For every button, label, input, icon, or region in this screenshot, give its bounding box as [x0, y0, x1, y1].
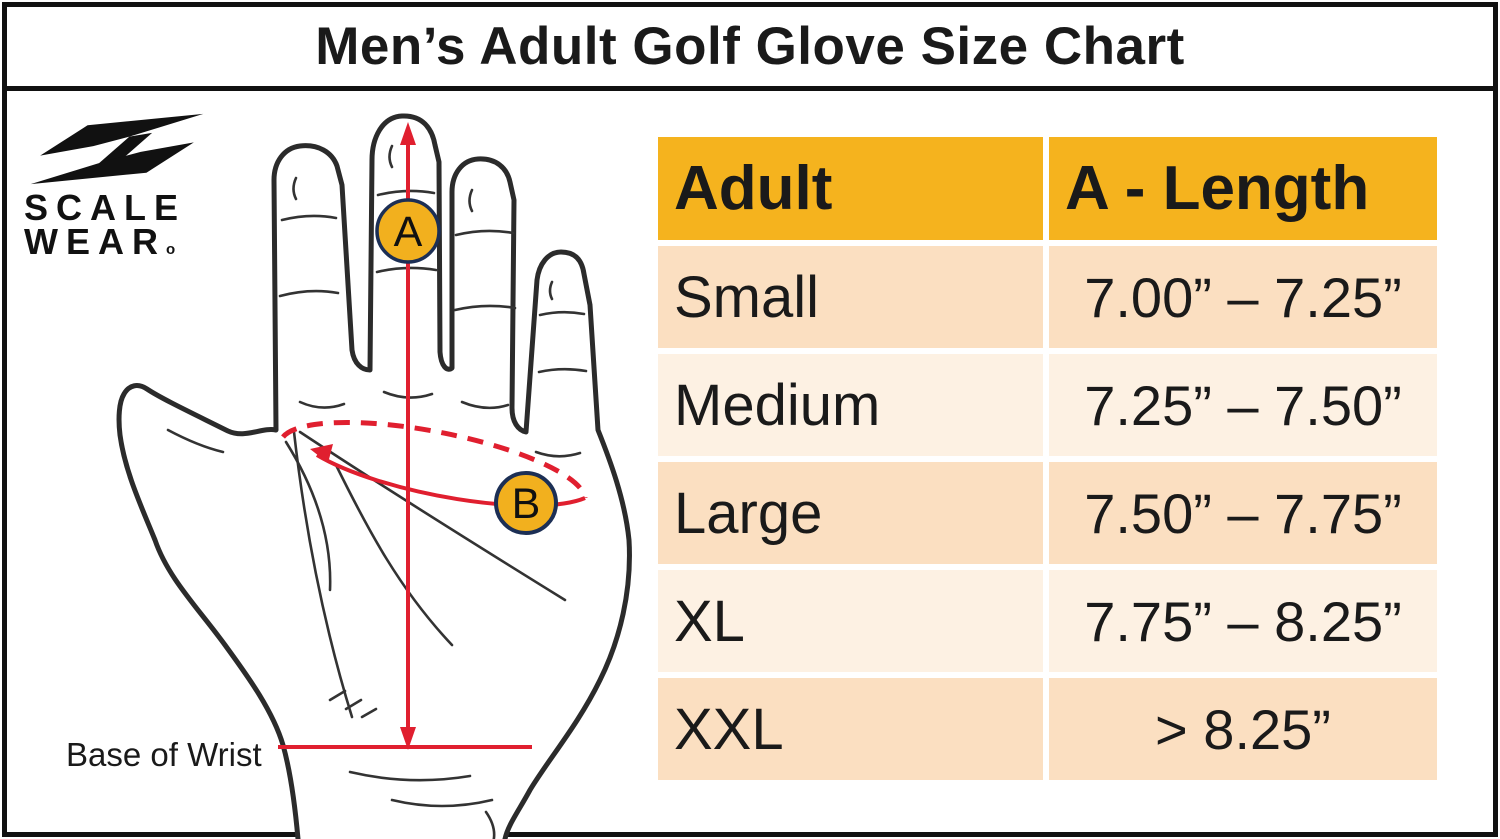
table-row-medium-length: 7.25” – 7.50”	[1049, 354, 1437, 456]
arrow-down-icon	[400, 727, 416, 750]
table-row-xxl-length: > 8.25”	[1049, 678, 1437, 780]
brand-mark: o	[166, 241, 176, 258]
table-row-large-length: 7.50” – 7.75”	[1049, 462, 1437, 564]
scalewear-s-icon	[30, 113, 204, 185]
column-header-length: A - Length	[1049, 137, 1437, 240]
arrow-up-icon	[400, 122, 416, 145]
table-row-large-size: Large	[658, 462, 1043, 564]
measure-b-badge: B	[494, 471, 558, 535]
measure-a-label: A	[394, 208, 423, 256]
hand-measurement-diagram: A B Base of Wrist	[0, 100, 655, 839]
brand-name-bottom: WEARo	[24, 221, 176, 262]
table-row-xl-length: 7.75” – 8.25”	[1049, 570, 1437, 672]
table-row-medium-size: Medium	[658, 354, 1043, 456]
size-table: Adult A - Length Small 7.00” – 7.25” Med…	[658, 137, 1437, 780]
table-row-small-length: 7.00” – 7.25”	[1049, 246, 1437, 348]
table-row-xl-size: XL	[658, 570, 1043, 672]
arrow-left-icon	[310, 444, 333, 463]
measure-b-label: B	[512, 480, 541, 528]
measure-a-badge: A	[375, 198, 441, 264]
wrist-label: Base of Wrist	[66, 736, 262, 773]
table-row-xxl-size: XXL	[658, 678, 1043, 780]
palm-circumference-solid-arc	[315, 453, 586, 508]
page-title: Men’s Adult Golf Glove Size Chart	[315, 17, 1185, 76]
brand-logo: SCALE WEARo	[24, 112, 224, 267]
column-header-size: Adult	[658, 137, 1043, 240]
title-bar: Men’s Adult Golf Glove Size Chart	[7, 7, 1493, 91]
palm-circumference-dashed-arc	[281, 419, 588, 499]
brand-name-top: SCALE	[24, 187, 187, 228]
table-row-small-size: Small	[658, 246, 1043, 348]
